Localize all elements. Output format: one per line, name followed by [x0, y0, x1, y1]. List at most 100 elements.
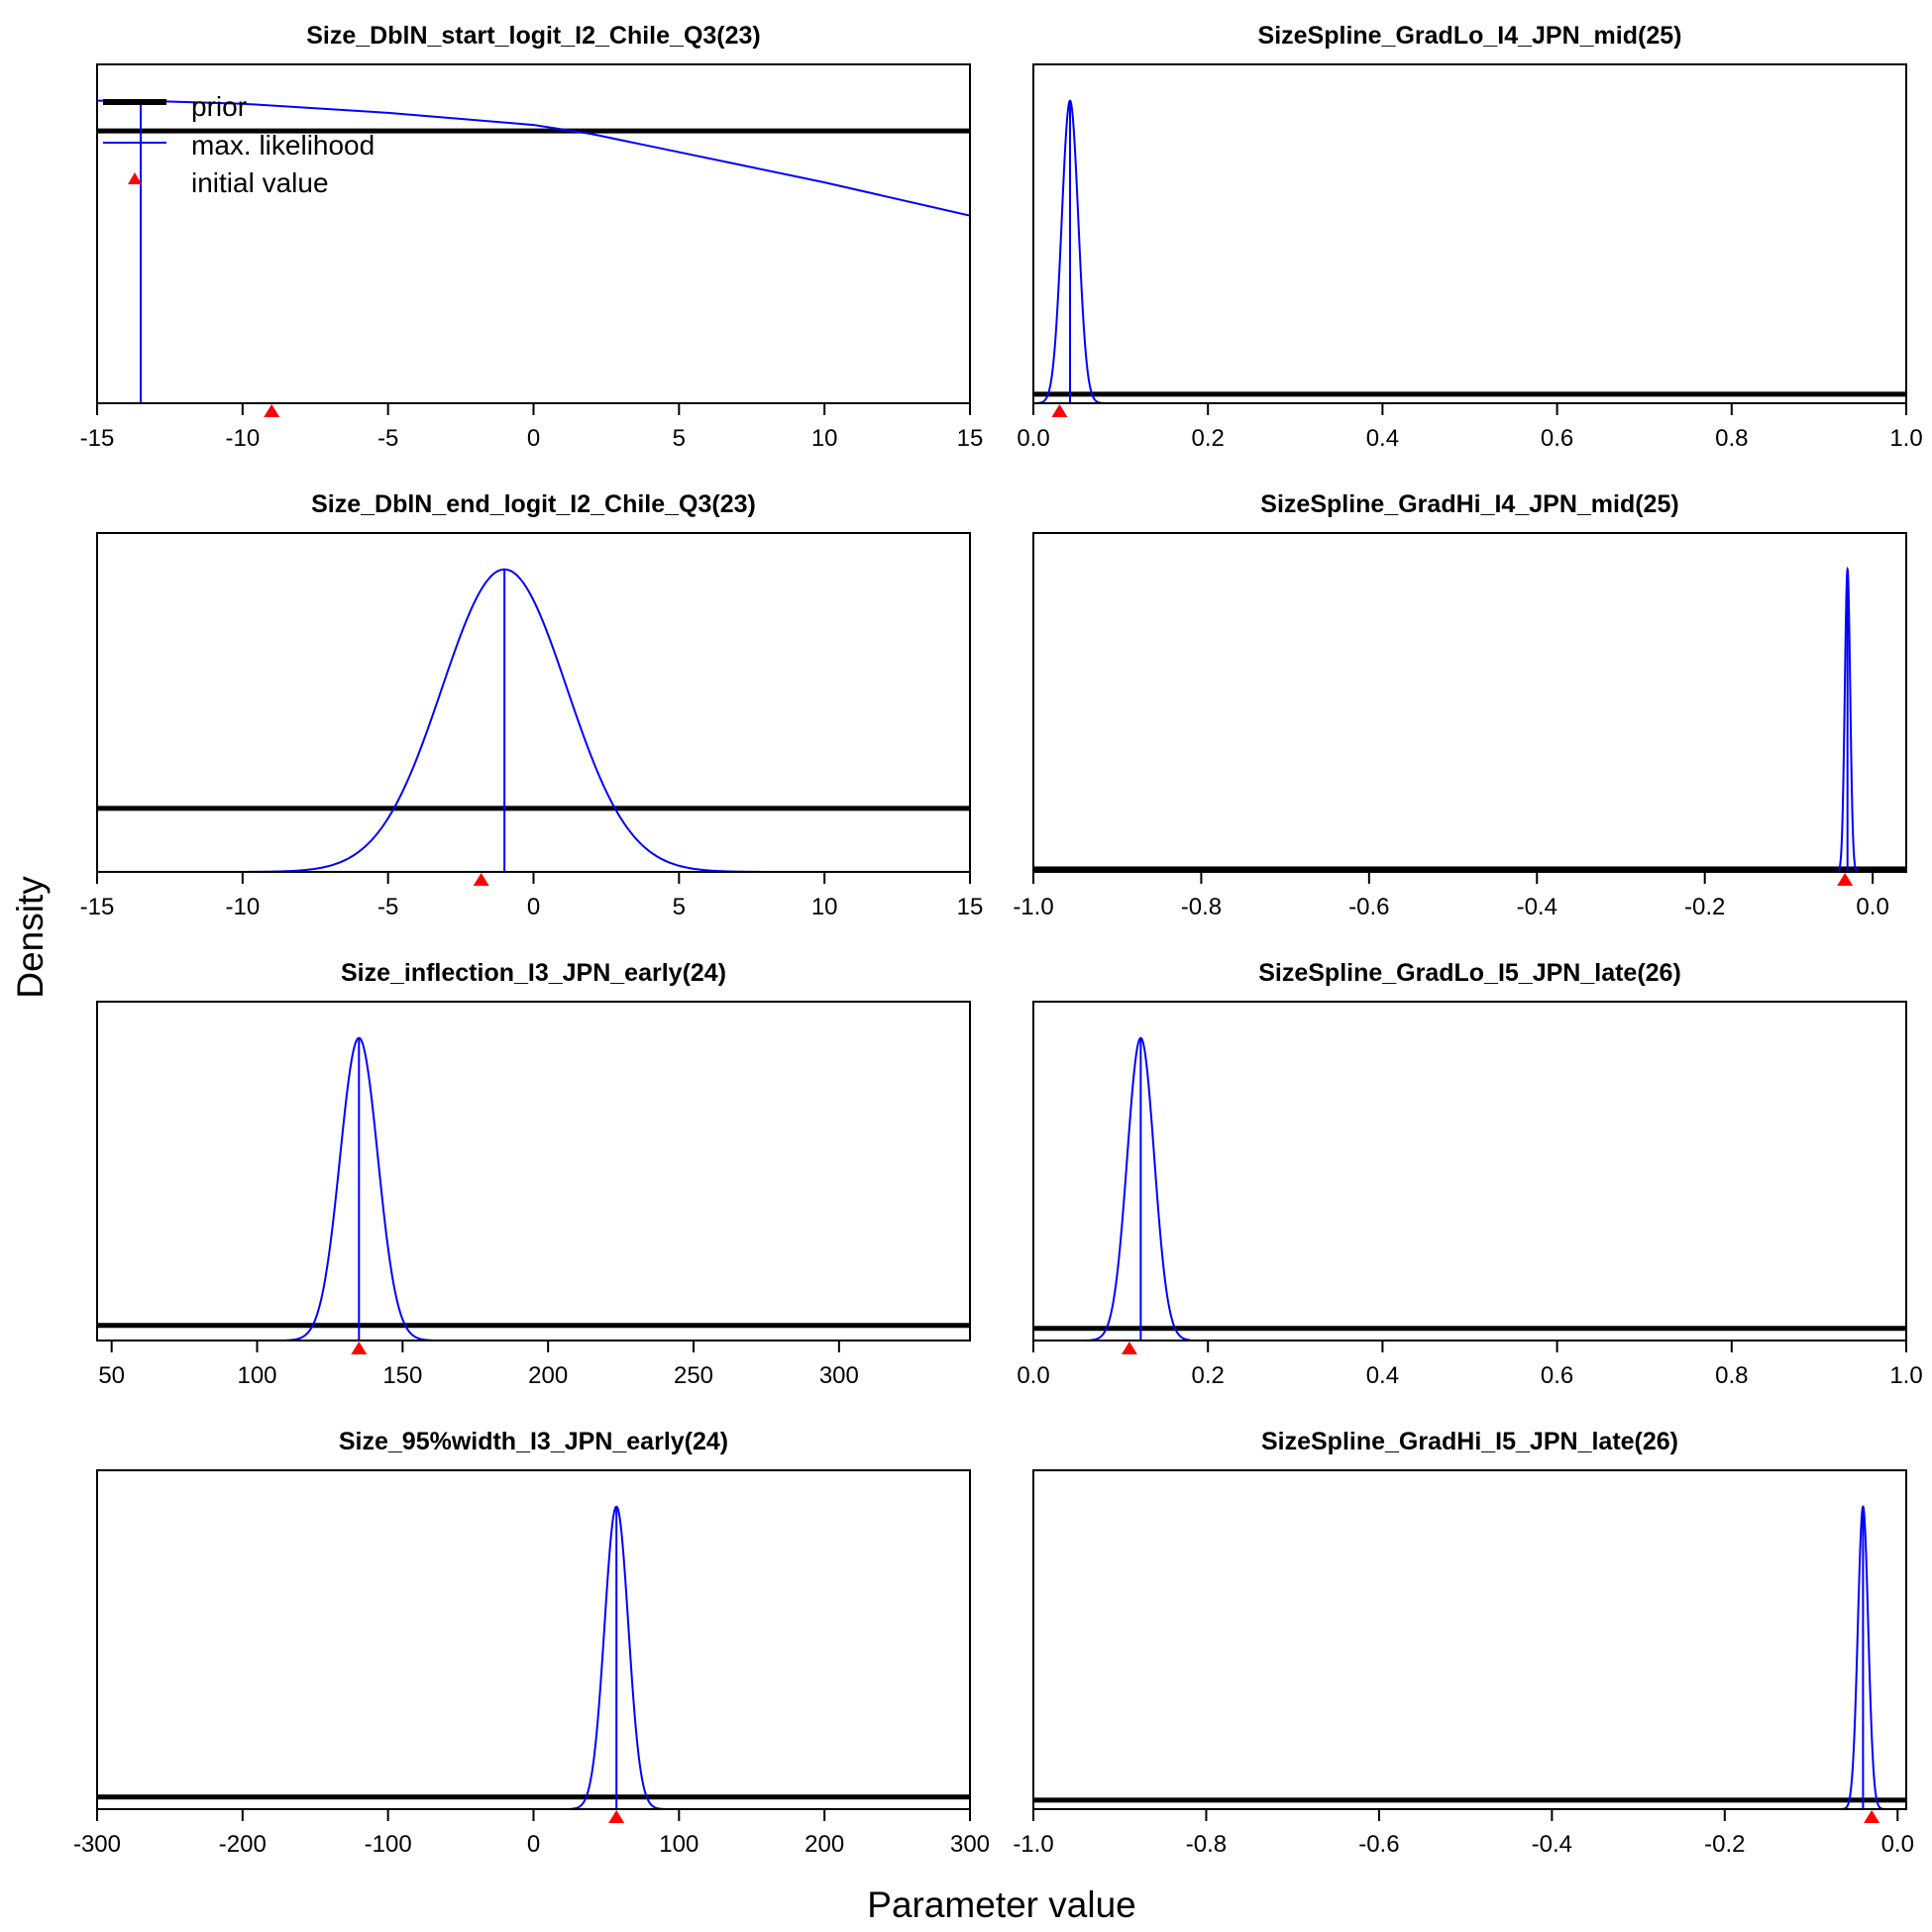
mle-curve [1085, 1036, 1191, 1341]
x-tick-label: -0.8 [1181, 894, 1222, 920]
initial-value-marker [608, 1810, 625, 1823]
plot-frame [96, 532, 971, 873]
x-tick-label: -15 [80, 425, 115, 452]
x-tick-label: -300 [73, 1831, 121, 1858]
x-tick-label: 200 [805, 1831, 844, 1858]
x-tick-label: 5 [673, 425, 686, 452]
x-tick-label: -5 [377, 425, 398, 452]
panel-2: SizeSpline_GradLo_I4_JPN_mid(25) 0.0 0.2 0.… [1017, 22, 1922, 452]
panel-4: SizeSpline_GradHi_I4_JPN_mid(25) -1.0 -0.8… [1013, 490, 1907, 920]
plot-area [1033, 566, 1906, 872]
x-tick-label: -0.6 [1348, 894, 1389, 920]
x-tick-label: 0.8 [1715, 1362, 1748, 1389]
plot-frame [1032, 1001, 1907, 1342]
panel-3: Size_DblN_end_logit_I2_Chile_Q3(23) -15 -1… [80, 490, 984, 920]
x-tick-label: -100 [365, 1831, 412, 1858]
x-tick-label: -1.0 [1013, 894, 1053, 920]
x-tick-label: -10 [225, 425, 260, 452]
plot-area [97, 99, 970, 403]
panel-title: SizeSpline_GradHi_I4_JPN_mid(25) [1260, 490, 1678, 518]
x-tick-label: 100 [237, 1362, 276, 1389]
plot-area [1033, 99, 1906, 403]
y-axis-title: Density [10, 876, 51, 999]
initial-value-marker [1051, 404, 1068, 417]
x-tick-label: 15 [957, 425, 984, 452]
x-tick-label: -5 [377, 894, 398, 920]
x-tick-label: 0.6 [1541, 425, 1573, 452]
mle-curve [285, 1036, 432, 1341]
panel-title: Size_inflection_I3_JPN_early(24) [341, 959, 726, 987]
x-tick-label: 0 [527, 425, 540, 452]
panel-8: SizeSpline_GradHi_I5_JPN_late(26) -1.0 -0.… [1013, 1428, 1914, 1858]
x-tick-label: 10 [811, 894, 838, 920]
panel-title: Size_95%width_I3_JPN_early(24) [339, 1428, 728, 1455]
x-tick-label: -0.8 [1186, 1831, 1227, 1858]
x-axis-title: Parameter value [867, 1884, 1135, 1925]
x-tick-label: 0.6 [1541, 1362, 1573, 1389]
x-tick-label: 300 [950, 1831, 990, 1858]
plot-frame [1032, 1469, 1907, 1810]
legend-mle-label: max. likelihood [191, 130, 375, 161]
panels: Size_DblN_start_logit_I2_Chile_Q3(23) -15… [73, 22, 1923, 1858]
mle-curve [242, 568, 767, 872]
initial-value-marker [1837, 873, 1854, 886]
x-tick-label: 0.0 [1017, 425, 1049, 452]
panel-1: Size_DblN_start_logit_I2_Chile_Q3(23) -15… [80, 22, 984, 452]
x-tick-label: -0.6 [1358, 1831, 1399, 1858]
plot-frame [1032, 532, 1907, 873]
x-tick-label: 0 [527, 894, 540, 920]
mle-curve [1033, 99, 1113, 403]
x-tick-label: 0.0 [1017, 1362, 1049, 1389]
plot-area [1033, 1036, 1906, 1341]
plot-frame [1032, 63, 1907, 404]
x-tick-label: 0 [527, 1831, 540, 1858]
x-tick-label: 0.8 [1715, 425, 1748, 452]
x-tick-label: 300 [819, 1362, 859, 1389]
x-tick-label: 200 [528, 1362, 568, 1389]
plot-area [97, 1505, 970, 1809]
x-tick-label: -1.0 [1013, 1831, 1053, 1858]
x-tick-label: -15 [80, 894, 115, 920]
x-tick-label: 0.2 [1192, 425, 1225, 452]
x-tick-label: -200 [219, 1831, 267, 1858]
x-tick-label: 0.0 [1856, 894, 1888, 920]
initial-value-marker [1864, 1810, 1880, 1823]
x-tick-label: 250 [674, 1362, 713, 1389]
panel-title: Size_DblN_end_logit_I2_Chile_Q3(23) [311, 490, 756, 518]
plot-area [1033, 1505, 1906, 1809]
x-tick-label: 15 [957, 894, 984, 920]
plot-area [97, 568, 970, 872]
legend-initial-label: initial value [191, 167, 329, 198]
x-tick-label: 0.2 [1192, 1362, 1225, 1389]
x-tick-label: 0.4 [1366, 1362, 1399, 1389]
panel-title: Size_DblN_start_logit_I2_Chile_Q3(23) [306, 22, 761, 50]
legend: prior max. likelihood initial value [103, 91, 375, 198]
plot-frame [96, 1001, 971, 1342]
x-tick-label: 0.4 [1366, 425, 1399, 452]
x-tick-label: -0.2 [1684, 894, 1725, 920]
x-tick-label: 50 [98, 1362, 125, 1389]
plot-area [97, 1036, 970, 1341]
panel-6: SizeSpline_GradLo_I5_JPN_late(26) 0.0 0.2 0… [1017, 959, 1922, 1389]
mle-curve [97, 99, 970, 217]
panel-title: SizeSpline_GradLo_I5_JPN_late(26) [1258, 959, 1681, 987]
panel-title: SizeSpline_GradHi_I5_JPN_late(26) [1261, 1428, 1678, 1455]
x-tick-label: 150 [382, 1362, 422, 1389]
mle-curve [1841, 1505, 1885, 1809]
x-tick-label: 1.0 [1889, 425, 1922, 452]
legend-initial-marker [128, 172, 142, 184]
panel-7: Size_95%width_I3_JPN_early(24) -300 -200 -1… [73, 1428, 990, 1858]
initial-value-marker [1121, 1342, 1137, 1354]
x-tick-label: -10 [225, 894, 260, 920]
initial-value-marker [351, 1342, 368, 1354]
initial-value-marker [264, 404, 280, 417]
plot-frame [96, 1469, 971, 1810]
x-tick-label: -0.4 [1532, 1831, 1572, 1858]
panel-5: Size_inflection_I3_JPN_early(24) 50 100 150… [96, 959, 971, 1389]
x-tick-label: 1.0 [1889, 1362, 1922, 1389]
panel-title: SizeSpline_GradLo_I4_JPN_mid(25) [1258, 22, 1682, 50]
x-tick-label: -0.4 [1517, 894, 1557, 920]
x-tick-label: 0.0 [1881, 1831, 1914, 1858]
x-tick-label: 100 [659, 1831, 698, 1858]
